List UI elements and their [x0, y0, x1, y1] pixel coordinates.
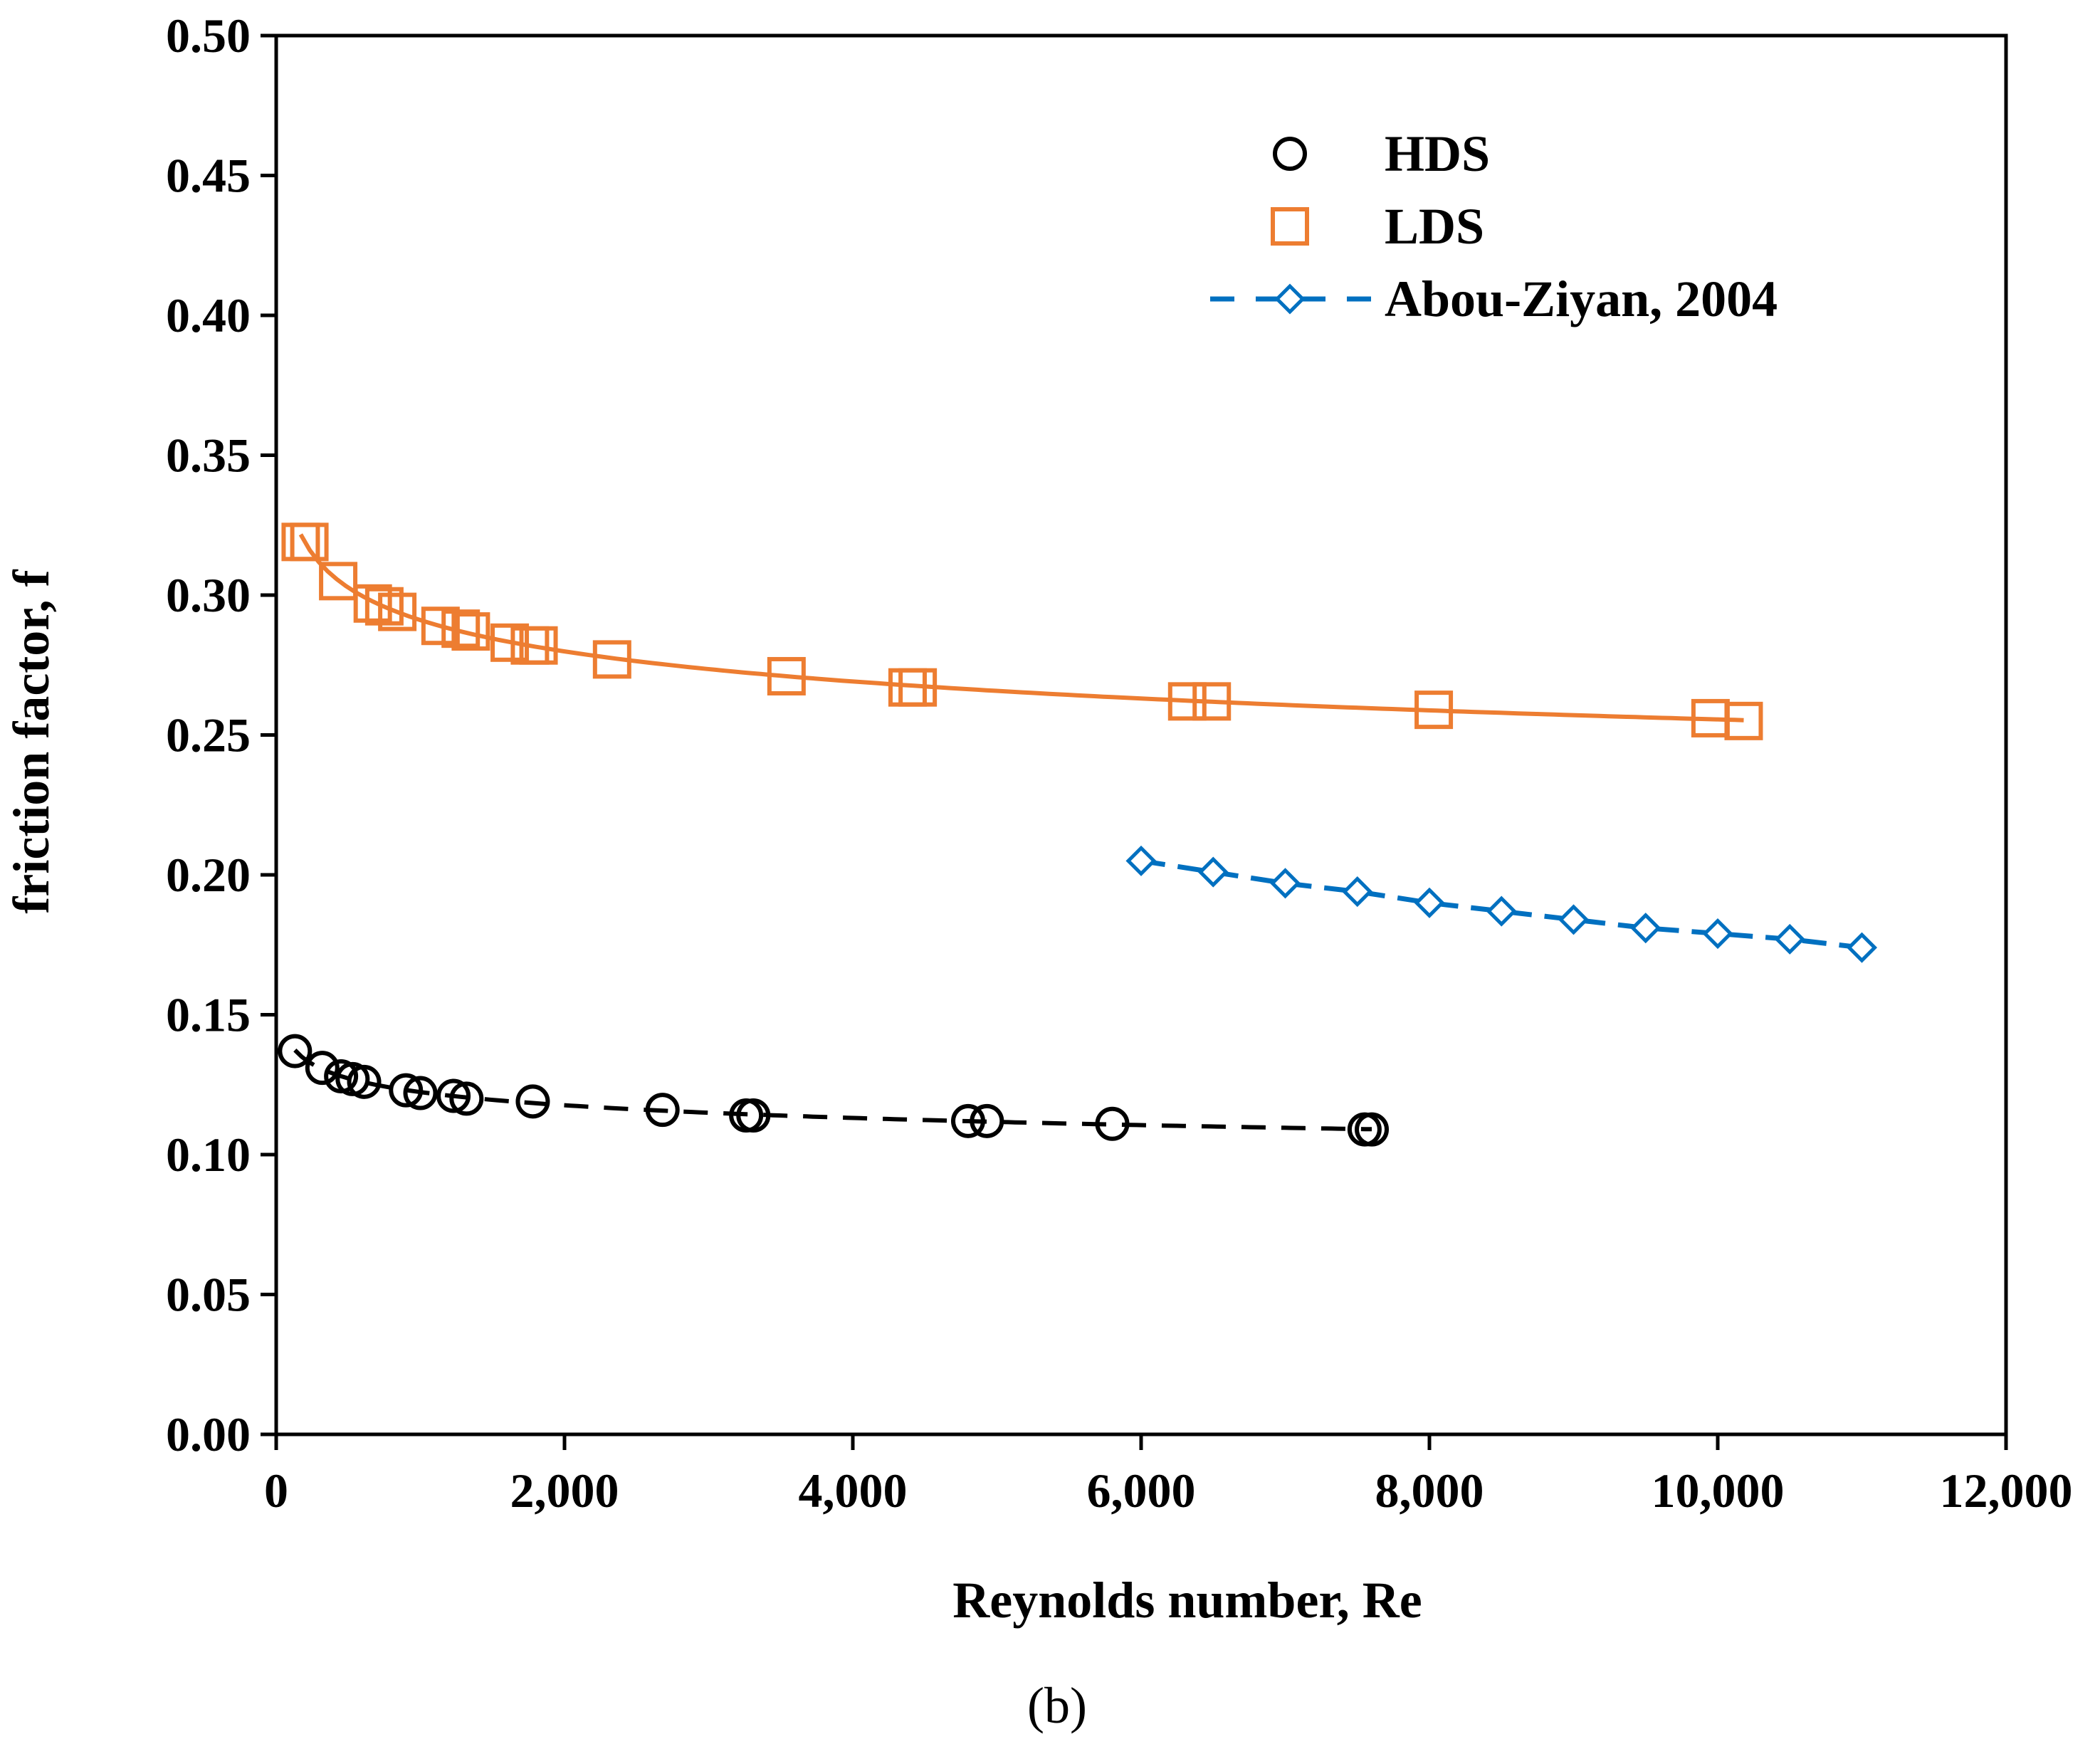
data-point-lds [1192, 682, 1232, 721]
data-point-lds [441, 609, 481, 648]
y-tick-label: 0.20 [166, 848, 251, 902]
y-axis-title: friction factor, f [3, 569, 60, 913]
data-point-hds [436, 1078, 471, 1113]
data-point-lds [1724, 701, 1763, 740]
data-point-hds [347, 1064, 382, 1099]
legend: HDS LDS Abou-Ziyan, 2004 [1210, 125, 1778, 327]
data-point-abou-ziyan-2004 [1774, 923, 1805, 955]
data-point-abou-ziyan-2004 [1197, 856, 1229, 888]
data-point-lds [767, 656, 806, 695]
legend-label-hds: HDS [1385, 125, 1490, 182]
data-point-hds [278, 1034, 313, 1068]
plot-frame [274, 33, 2008, 1437]
data-point-lds [1167, 682, 1207, 721]
data-point-hds [449, 1081, 484, 1116]
x-tick-label: 8,000 [1375, 1464, 1484, 1518]
data-point-lds [898, 668, 938, 707]
data-point-hds [645, 1093, 680, 1128]
data-point-abou-ziyan-2004 [1342, 876, 1373, 908]
y-tick-label: 0.50 [166, 9, 251, 63]
x-tick-label: 4,000 [799, 1464, 908, 1518]
data-point-abou-ziyan-2004 [1414, 887, 1445, 918]
data-point-hds [736, 1098, 771, 1133]
legend-marker-abou-ziyan-2004 [1274, 283, 1306, 315]
data-point-hds [403, 1076, 438, 1110]
y-tick-label: 0.15 [166, 988, 251, 1042]
data-point-hds [970, 1103, 1004, 1138]
fit-line-lds [298, 533, 1744, 723]
data-point-hds [305, 1051, 340, 1086]
data-point-abou-ziyan-2004 [1558, 904, 1590, 935]
data-point-hds [1355, 1112, 1389, 1147]
data-point-lds [353, 584, 392, 623]
legend-label-abou-ziyan-2004: Abou-Ziyan, 2004 [1385, 271, 1778, 327]
y-tick-label: 0.35 [166, 429, 251, 483]
data-point-hds [1095, 1106, 1130, 1141]
figure-caption: (b) [1027, 1677, 1087, 1734]
data-point-lds [592, 640, 631, 679]
x-tick-label: 10,000 [1652, 1464, 1785, 1518]
data-point-abou-ziyan-2004 [1125, 845, 1157, 876]
legend-marker-lds [1271, 207, 1309, 246]
axes [261, 33, 2008, 1450]
x-tick-label: 0 [264, 1464, 288, 1518]
data-point-abou-ziyan-2004 [1486, 895, 1517, 927]
data-point-lds [290, 522, 329, 562]
data-point-lds [451, 612, 490, 651]
data-point-lds [319, 562, 358, 601]
y-tick-label: 0.10 [166, 1128, 251, 1182]
data-point-hds [515, 1084, 550, 1119]
data-point-lds [1414, 690, 1454, 730]
data-markers [278, 522, 1878, 1147]
y-tick-label: 0.25 [166, 708, 251, 762]
data-point-abou-ziyan-2004 [1846, 932, 1878, 963]
legend-label-lds: LDS [1385, 198, 1484, 255]
data-point-abou-ziyan-2004 [1702, 918, 1733, 950]
data-point-lds [378, 592, 417, 631]
data-point-abou-ziyan-2004 [1630, 913, 1661, 944]
y-tick-label: 0.00 [166, 1407, 251, 1461]
series-line-abou-ziyan-2004 [1140, 858, 1862, 950]
legend-marker-hds [1273, 137, 1307, 171]
y-tick-label: 0.30 [166, 568, 251, 622]
data-point-lds [519, 626, 558, 665]
y-tick-label: 0.40 [166, 288, 251, 342]
data-point-lds [490, 623, 530, 662]
x-tick-label: 12,000 [1940, 1464, 2073, 1518]
fit-lines [293, 533, 1862, 1132]
x-tick-label: 6,000 [1087, 1464, 1196, 1518]
data-point-lds [421, 606, 460, 646]
data-point-lds [364, 587, 404, 626]
y-tick-label: 0.45 [166, 149, 251, 203]
data-point-hds [951, 1103, 985, 1138]
tick-labels: 0.00 0.05 0.10 0.15 0.20 0.25 0.30 0.35 0.40 0.45… [166, 9, 2073, 1518]
x-axis-title: Reynolds number, Re [952, 1572, 1422, 1629]
y-tick-label: 0.05 [166, 1268, 251, 1322]
x-tick-label: 2,000 [510, 1464, 619, 1518]
data-point-abou-ziyan-2004 [1269, 868, 1301, 899]
data-point-hds [389, 1073, 424, 1108]
